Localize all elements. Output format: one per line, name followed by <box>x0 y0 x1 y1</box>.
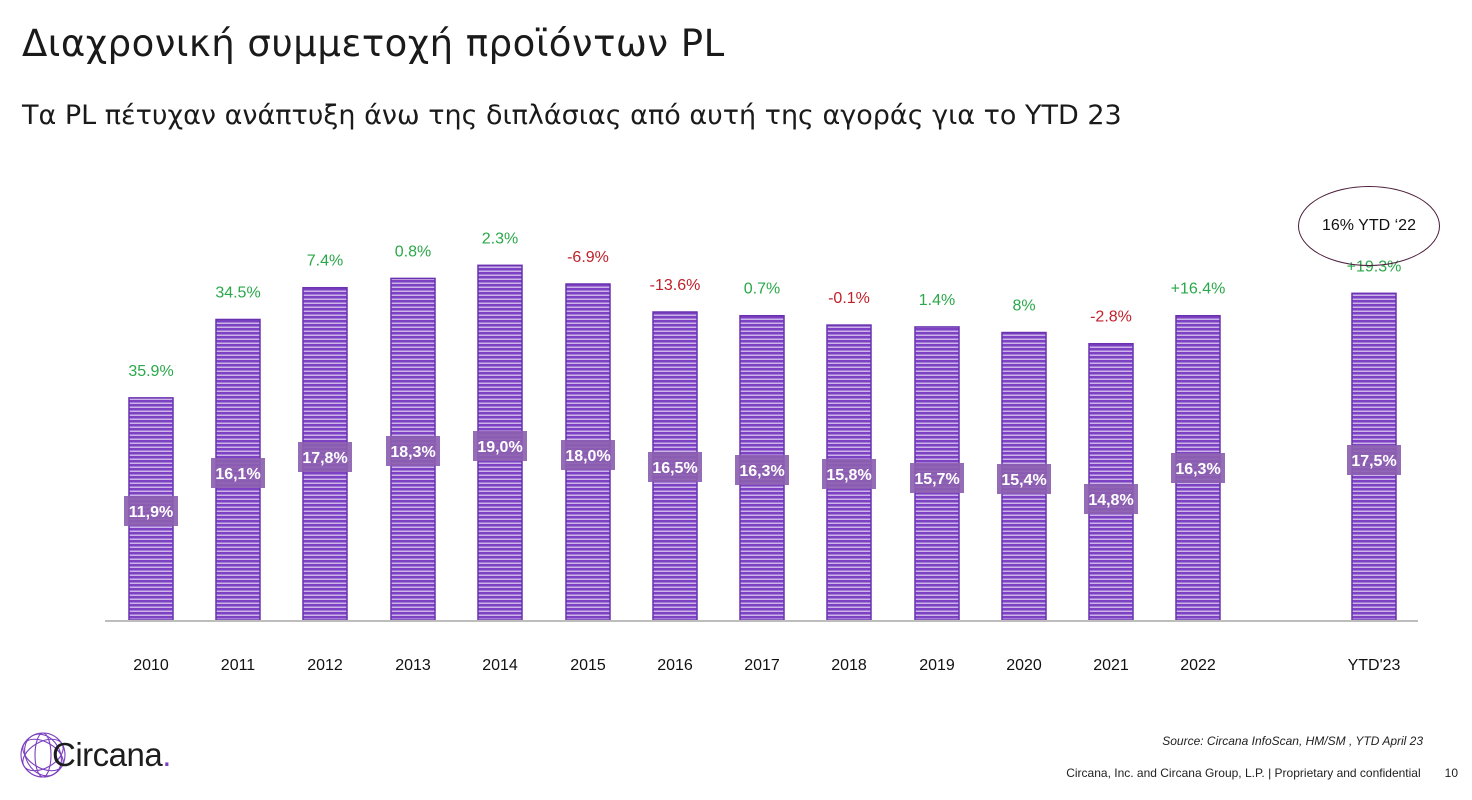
x-tick-label: YTD'23 <box>1348 657 1401 674</box>
growth-label: -13.6% <box>650 277 701 294</box>
value-label-box <box>910 463 964 493</box>
value-label: 17,5% <box>1351 453 1396 470</box>
value-label-box <box>298 442 352 472</box>
x-tick-label: 2015 <box>570 657 606 674</box>
x-tick-label: 2021 <box>1093 657 1129 674</box>
x-tick-label: 2010 <box>133 657 169 674</box>
value-label-box <box>1347 445 1401 475</box>
growth-label: 2.3% <box>482 230 518 247</box>
x-tick-label: 2018 <box>831 657 867 674</box>
value-label: 18,3% <box>390 444 435 461</box>
footer: Circana, Inc. and Circana Group, L.P. | … <box>1066 766 1458 780</box>
growth-label: 0.7% <box>744 281 780 298</box>
growth-label: 34.5% <box>215 284 260 301</box>
x-tick-label: 2013 <box>395 657 431 674</box>
value-label: 15,8% <box>826 467 871 484</box>
x-tick-label: 2022 <box>1180 657 1216 674</box>
value-label-box <box>997 464 1051 494</box>
value-label: 14,8% <box>1088 492 1133 509</box>
x-tick-label: 2016 <box>657 657 693 674</box>
footer-company: Circana, Inc. and Circana Group, L.P. | … <box>1066 766 1421 780</box>
growth-label: -6.9% <box>567 249 609 266</box>
page-title: Διαχρονική συμμετοχή προϊόντων PL <box>22 22 725 65</box>
growth-label: -0.1% <box>828 290 870 307</box>
growth-label: 35.9% <box>128 363 173 380</box>
value-label-box <box>561 440 615 470</box>
source-note: Source: Circana InfoScan, HM/SM , YTD Ap… <box>1162 734 1423 748</box>
value-label: 15,7% <box>914 471 959 488</box>
value-label: 17,8% <box>302 450 347 467</box>
growth-label: 0.8% <box>395 243 431 260</box>
growth-label: 1.4% <box>919 292 955 309</box>
value-label: 16,1% <box>215 466 260 483</box>
circana-logo: Circana. <box>18 730 171 780</box>
pl-share-bar-chart: 11,9% 35.9% 2010 16,1% 34.5% 2011 17,8% 7.4% 201… <box>105 230 1418 674</box>
page-number: 10 <box>1444 766 1458 780</box>
value-label-box <box>1171 453 1225 483</box>
value-label: 16,3% <box>1175 461 1220 478</box>
bar-2021 <box>1088 342 1134 621</box>
value-label-box <box>386 436 440 466</box>
value-label: 19,0% <box>477 439 522 456</box>
page-subtitle: Τα PL πέτυχαν ανάπτυξη άνω της διπλάσιας… <box>22 100 1122 131</box>
growth-label: 7.4% <box>307 253 343 270</box>
value-label-box <box>1084 484 1138 514</box>
value-label-box <box>211 458 265 488</box>
circana-logo-text: Circana. <box>52 736 171 773</box>
value-label: 18,0% <box>565 448 610 465</box>
x-tick-label: 2011 <box>221 657 256 674</box>
growth-label: -2.8% <box>1090 309 1132 326</box>
x-tick-label: 2014 <box>482 657 518 674</box>
growth-label: +16.4% <box>1171 281 1226 298</box>
growth-label: 8% <box>1012 298 1035 315</box>
circana-logo-mark-icon <box>20 732 66 778</box>
value-label-box <box>648 452 702 482</box>
x-tick-label: 2019 <box>919 657 955 674</box>
ytd-22-callout: 16% YTD ‘22 <box>1298 186 1440 266</box>
value-label-box <box>822 459 876 489</box>
x-tick-label: 2012 <box>307 657 343 674</box>
value-label: 15,4% <box>1001 472 1046 489</box>
value-label: 16,5% <box>652 460 697 477</box>
value-label-box <box>735 455 789 485</box>
value-label: 16,3% <box>739 463 784 480</box>
value-label: 11,9% <box>129 504 173 521</box>
value-label-box <box>124 496 178 526</box>
value-label-box <box>473 431 527 461</box>
x-tick-label: 2020 <box>1006 657 1042 674</box>
x-tick-label: 2017 <box>744 657 780 674</box>
